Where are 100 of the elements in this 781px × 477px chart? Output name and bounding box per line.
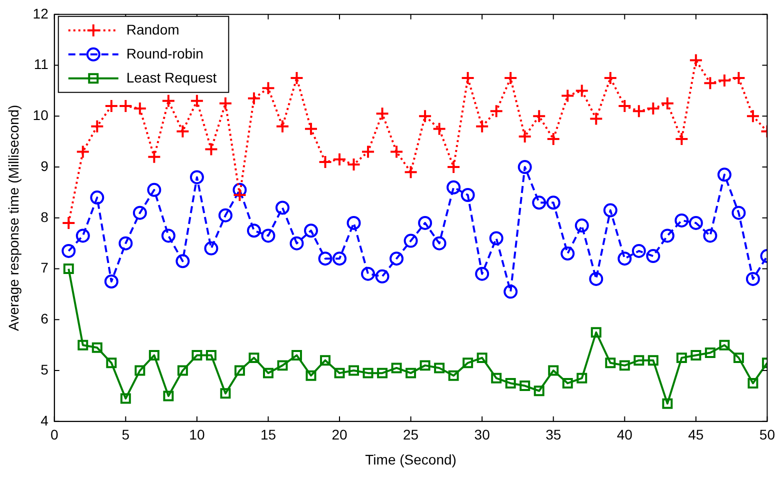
legend-label: Round-robin <box>126 45 204 62</box>
point <box>518 130 532 144</box>
point <box>460 188 475 202</box>
point <box>548 365 559 376</box>
point <box>489 231 504 246</box>
point <box>574 218 589 233</box>
point <box>618 252 632 266</box>
point <box>648 355 658 366</box>
y-tick-label: 5 <box>40 361 49 378</box>
x-tick-label: 20 <box>332 426 348 443</box>
point <box>318 154 332 169</box>
point <box>589 112 604 126</box>
point <box>234 365 245 376</box>
point <box>261 81 276 96</box>
point <box>204 142 218 156</box>
point <box>92 342 102 353</box>
point <box>76 228 90 243</box>
y-tick-label: 10 <box>32 107 49 124</box>
point <box>746 272 760 286</box>
point <box>717 74 732 88</box>
x-tick-label: 25 <box>403 426 419 443</box>
point <box>489 104 504 118</box>
point <box>377 368 388 378</box>
point <box>78 340 88 350</box>
point <box>432 236 446 250</box>
point <box>404 165 418 180</box>
y-tick-label: 9 <box>40 158 49 174</box>
point <box>446 180 461 194</box>
point <box>674 132 689 146</box>
point <box>161 228 176 243</box>
point <box>290 70 304 85</box>
point <box>590 327 602 338</box>
point <box>291 350 302 361</box>
point <box>262 368 274 378</box>
point <box>546 196 560 210</box>
point <box>304 224 318 238</box>
point <box>562 378 573 388</box>
point <box>618 98 632 113</box>
point <box>634 355 644 366</box>
point <box>434 362 445 374</box>
point <box>676 352 687 364</box>
point <box>176 124 190 138</box>
point <box>733 352 744 364</box>
point <box>505 378 516 388</box>
point <box>476 352 488 364</box>
point <box>76 144 90 159</box>
point <box>646 102 660 116</box>
y-tick-label: 12 <box>32 5 49 22</box>
x-tick-label: 10 <box>189 426 205 443</box>
point <box>277 360 288 371</box>
point <box>332 252 347 266</box>
point <box>446 160 461 174</box>
point <box>361 266 376 281</box>
x-tick-label: 50 <box>759 426 776 443</box>
point <box>546 132 560 146</box>
legend-label: Random <box>126 21 180 38</box>
point <box>204 241 218 256</box>
point <box>220 388 231 399</box>
point <box>348 365 360 376</box>
point <box>603 203 618 218</box>
point <box>475 119 490 134</box>
y-tick-label: 11 <box>34 56 49 72</box>
point <box>504 284 518 299</box>
point <box>406 368 416 378</box>
point <box>320 355 330 366</box>
point <box>688 216 703 230</box>
point <box>346 157 361 172</box>
point <box>632 104 646 118</box>
point <box>632 244 646 258</box>
point <box>290 236 304 250</box>
point <box>532 109 546 124</box>
point <box>560 88 575 103</box>
point <box>690 350 702 361</box>
point <box>674 213 689 228</box>
point <box>232 188 247 202</box>
point <box>232 182 247 197</box>
point <box>375 106 390 121</box>
point <box>534 386 544 396</box>
point <box>346 216 361 230</box>
point <box>532 196 546 210</box>
point <box>275 200 290 215</box>
point <box>732 206 746 220</box>
x-tick-label: 40 <box>616 426 633 443</box>
point <box>147 150 162 164</box>
point <box>418 109 432 124</box>
y-tick-label: 8 <box>40 208 49 225</box>
point <box>62 216 76 230</box>
point <box>491 372 502 384</box>
y-tick-label: 6 <box>40 310 49 327</box>
point <box>475 266 490 281</box>
y-axis-title: Average response time (Millisecond) <box>5 104 22 331</box>
point <box>148 350 160 361</box>
point <box>746 109 760 124</box>
point <box>703 76 718 90</box>
point <box>190 94 204 108</box>
point <box>306 370 316 381</box>
point <box>163 390 174 402</box>
point <box>732 70 746 85</box>
point <box>334 368 345 378</box>
point <box>332 152 347 166</box>
